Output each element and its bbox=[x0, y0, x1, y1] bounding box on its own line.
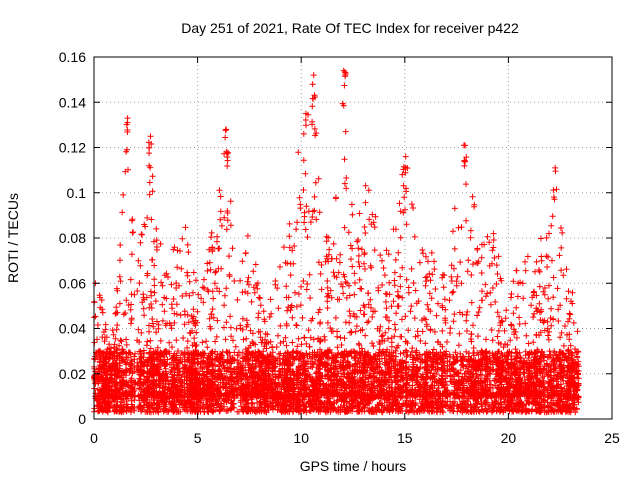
y-tick-label: 0.02 bbox=[59, 366, 86, 382]
chart-title: Day 251 of 2021, Rate Of TEC Index for r… bbox=[181, 20, 519, 36]
y-tick-label: 0.08 bbox=[59, 230, 86, 246]
y-tick-label: 0.06 bbox=[59, 275, 86, 291]
x-tick-label: 15 bbox=[397, 430, 413, 446]
x-axis-label: GPS time / hours bbox=[300, 458, 407, 474]
data-points bbox=[91, 67, 582, 416]
y-tick-label: 0.14 bbox=[59, 94, 86, 110]
y-tick-label: 0.04 bbox=[59, 321, 86, 337]
y-axis-label: ROTI / TECUs bbox=[5, 193, 21, 283]
y-tick-label: 0.1 bbox=[67, 185, 87, 201]
y-tick-label: 0.12 bbox=[59, 140, 86, 156]
x-tick-label: 25 bbox=[604, 430, 620, 446]
x-tick-label: 10 bbox=[293, 430, 309, 446]
roti-points bbox=[91, 67, 582, 416]
y-tick-label: 0 bbox=[78, 411, 86, 427]
axis-ticks: 0 0.02 0.04 0.06 0.08 0.1 0.12 0.14 0.16 0 5 10 15 20… bbox=[59, 49, 620, 446]
y-tick-label: 0.16 bbox=[59, 49, 86, 65]
x-tick-label: 0 bbox=[90, 430, 98, 446]
x-tick-label: 5 bbox=[194, 430, 202, 446]
x-tick-label: 20 bbox=[501, 430, 517, 446]
grid bbox=[94, 57, 612, 419]
